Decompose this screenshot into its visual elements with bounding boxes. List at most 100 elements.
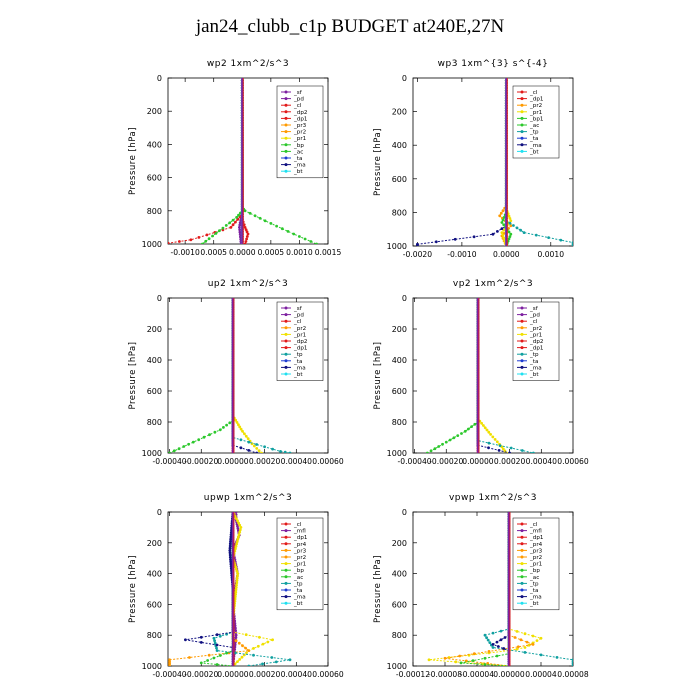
data-point (238, 530, 242, 534)
legend-label: _mfl (293, 529, 306, 535)
x-tick-label: 0.0015 (315, 248, 342, 257)
legend-label: _sf (529, 306, 539, 312)
legend-label: _pd (529, 313, 540, 319)
y-tick-label: 400 (147, 570, 162, 579)
y-tick-label: 1000 (142, 449, 162, 458)
data-point (236, 660, 239, 663)
x-tick-label: 0.00060 (312, 457, 344, 466)
data-point (441, 442, 444, 446)
legend-label: _pd (293, 97, 304, 103)
data-point (245, 235, 249, 238)
x-tick-label: 0.00040 (281, 670, 313, 679)
x-tick-label: 0.0005 (200, 248, 227, 257)
data-point (218, 428, 222, 432)
legend-marker (520, 110, 524, 114)
data-point (519, 228, 522, 232)
legend-label: _pr3 (529, 548, 543, 554)
x-tick-label: 0.00020 (249, 457, 281, 466)
data-point (243, 432, 246, 436)
data-point (228, 546, 232, 550)
series-line-bp (201, 78, 243, 244)
data-point (229, 226, 233, 229)
legend-label: _tp (293, 581, 303, 587)
data-point (215, 646, 218, 650)
legend-label: _ma (293, 365, 306, 371)
x-tick-label: 0.00020 (249, 670, 281, 679)
legend-marker (284, 90, 288, 94)
x-tick-label: -0.00020 (184, 670, 218, 679)
data-point (224, 224, 228, 227)
legend-marker (284, 562, 288, 566)
data-point (245, 651, 248, 655)
data-point (168, 451, 171, 453)
legend-label: _pr2 (529, 326, 542, 332)
data-point (256, 644, 260, 648)
data-point (460, 432, 463, 435)
panel-title: vp2 1xm^2/s^3 (453, 279, 533, 289)
data-point (472, 235, 476, 239)
legend-marker (284, 313, 288, 317)
y-axis-label: Pressure [hPa] (373, 342, 383, 410)
data-point (246, 437, 250, 441)
legend-marker (520, 339, 524, 343)
data-point (499, 638, 503, 642)
legend-marker (284, 306, 288, 310)
data-point (215, 663, 219, 666)
data-point (252, 653, 255, 657)
y-tick-label: 1000 (142, 662, 162, 671)
legend-label: _ma (293, 163, 306, 169)
legend-marker (284, 365, 288, 369)
legend-label: _cl (529, 90, 538, 96)
plot-frame (412, 77, 574, 247)
data-point (508, 217, 512, 220)
data-point (288, 451, 292, 453)
data-point (215, 643, 219, 647)
data-point (258, 216, 262, 220)
y-tick-label: 600 (392, 600, 407, 609)
legend-marker (520, 97, 524, 101)
legend-label: _dp1 (529, 97, 544, 103)
legend-marker (284, 372, 288, 376)
x-tick-label: 0.00040 (281, 457, 313, 466)
series-group (416, 78, 573, 246)
legend-label: _dp1 (293, 346, 308, 352)
data-point (204, 239, 208, 243)
x-tick-label: 0.00060 (312, 670, 344, 679)
legend-label: _pr1 (529, 562, 543, 568)
legend-marker (520, 548, 524, 552)
data-point (520, 449, 524, 452)
data-point (234, 586, 238, 589)
y-tick-label: 600 (392, 387, 407, 396)
data-point (237, 213, 240, 217)
x-tick-label: 0.00060 (557, 457, 589, 466)
y-tick-label: 1000 (387, 242, 407, 251)
data-point (433, 447, 437, 451)
data-point (303, 237, 307, 241)
data-point (229, 540, 232, 543)
data-point (168, 664, 171, 666)
data-point (487, 430, 491, 434)
y-tick-label: 400 (392, 141, 407, 150)
data-point (519, 638, 523, 642)
legend-marker (284, 143, 288, 147)
series-line-bp (460, 512, 510, 666)
data-point (499, 629, 503, 633)
y-tick-label: 0 (402, 508, 407, 517)
legend-label: _dp1 (529, 346, 544, 352)
data-point (247, 649, 251, 652)
legend-marker (284, 156, 288, 160)
y-tick-label: 0 (402, 74, 407, 83)
data-point (235, 540, 239, 543)
data-point (255, 451, 259, 453)
x-tick-label: 0.00000 (217, 457, 249, 466)
data-point (197, 438, 201, 442)
data-point (188, 656, 191, 659)
data-point (539, 636, 543, 640)
data-point (495, 640, 499, 644)
x-tick-label: 0.0010 (286, 248, 313, 257)
x-tick-label: 0.0000 (229, 248, 256, 257)
data-point (502, 223, 506, 227)
data-point (485, 428, 489, 432)
data-point (516, 645, 520, 649)
data-point (508, 451, 511, 453)
